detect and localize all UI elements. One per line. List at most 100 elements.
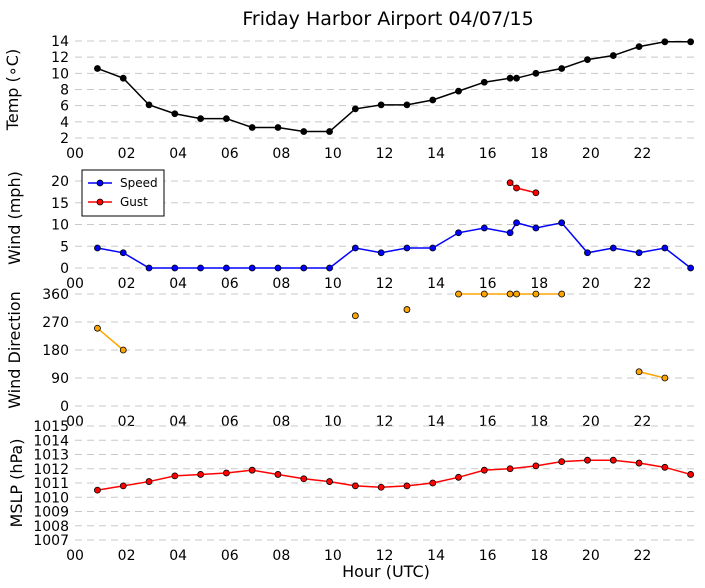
y-tick-label: 20 (51, 174, 69, 190)
series-line (97, 459, 691, 491)
y-axis-label: Temp (∘C) (3, 49, 22, 131)
y-axis-label: MSLP (hPa) (7, 439, 26, 528)
x-tick-label: 10 (324, 414, 342, 430)
data-point (403, 101, 411, 109)
y-tick-label: 1007 (33, 533, 69, 549)
x-tick-label: 06 (221, 548, 239, 564)
y-tick-label: 14 (51, 34, 69, 50)
x-tick-label: 04 (169, 548, 187, 564)
data-point (558, 290, 566, 298)
data-point (513, 184, 520, 192)
legend-box (81, 169, 165, 217)
data-point (145, 478, 153, 485)
x-tick-label: 16 (479, 548, 497, 564)
x-tick-label: 12 (376, 146, 394, 162)
x-tick-label: 08 (272, 414, 290, 430)
data-point (558, 65, 566, 72)
data-point (197, 115, 205, 122)
data-point (197, 264, 205, 272)
x-tick-label: 20 (582, 548, 600, 564)
data-point (351, 105, 359, 113)
y-tick-label: 0 (60, 399, 69, 415)
x-tick-label: 22 (634, 146, 652, 162)
x-tick-label: 06 (221, 414, 239, 430)
data-point (119, 74, 127, 82)
y-tick-label: 6 (60, 99, 69, 115)
data-point (609, 244, 617, 252)
data-point (513, 290, 520, 298)
data-point (558, 458, 566, 466)
data-point (300, 128, 308, 135)
data-point (480, 466, 488, 474)
data-point (635, 249, 643, 257)
data-point (119, 346, 127, 354)
y-tick-label: 10 (51, 66, 69, 82)
data-point (532, 69, 540, 77)
y-axis-label: Wind (mph) (5, 171, 24, 265)
y-tick-label: 5 (60, 239, 69, 255)
data-point (94, 65, 101, 72)
data-point (119, 482, 127, 490)
data-point (351, 244, 359, 252)
data-point (687, 264, 695, 272)
data-point (480, 224, 488, 232)
x-tick-label: 02 (118, 146, 136, 162)
y-tick-label: 1013 (33, 448, 69, 464)
legend-label: Speed (120, 176, 158, 190)
data-point (429, 479, 437, 487)
x-tick-label: 04 (169, 276, 187, 292)
y-tick-label: 360 (42, 287, 69, 303)
data-point (377, 483, 385, 491)
x-tick-label: 08 (272, 146, 290, 162)
data-point (532, 224, 540, 232)
x-tick-label: 20 (582, 276, 600, 292)
data-point (506, 74, 514, 82)
x-tick-label: 18 (530, 146, 548, 162)
data-point (274, 264, 282, 272)
data-point (661, 463, 669, 471)
data-point (171, 472, 179, 480)
legend-marker (96, 179, 104, 187)
figure-title: Friday Harbor Airport 04/07/15 (242, 8, 533, 30)
x-tick-label: 16 (479, 276, 497, 292)
data-point (377, 101, 385, 109)
x-tick-label: 18 (530, 414, 548, 430)
data-point (300, 264, 308, 272)
x-tick-label: 18 (530, 276, 548, 292)
x-tick-label: 00 (66, 276, 84, 292)
data-point (351, 482, 359, 490)
data-point (119, 249, 127, 257)
data-point (171, 110, 179, 118)
data-point (480, 78, 488, 86)
y-tick-label: 1015 (33, 419, 69, 435)
x-tick-label: 00 (66, 146, 84, 162)
data-point (274, 124, 282, 131)
x-tick-label: 16 (479, 414, 497, 430)
data-point (609, 456, 617, 464)
data-point (584, 456, 591, 464)
y-tick-label: 1010 (33, 490, 69, 506)
data-point (661, 38, 669, 46)
x-tick-label: 18 (530, 548, 548, 564)
x-tick-label: 10 (324, 276, 342, 292)
data-point (300, 475, 308, 483)
data-point (635, 368, 643, 376)
data-point (94, 486, 101, 494)
data-point (326, 478, 333, 485)
data-point (609, 52, 617, 59)
data-point (197, 471, 205, 478)
x-tick-label: 22 (634, 276, 652, 292)
data-point (248, 124, 256, 131)
data-point (326, 264, 333, 272)
legend: Speed Gust (81, 169, 165, 217)
y-tick-label: 12 (51, 50, 69, 66)
y-tick-label: 90 (51, 371, 69, 387)
data-point (513, 219, 520, 227)
y-tick-label: 1009 (33, 505, 69, 521)
x-tick-label: 10 (324, 548, 342, 564)
data-point (377, 249, 385, 257)
